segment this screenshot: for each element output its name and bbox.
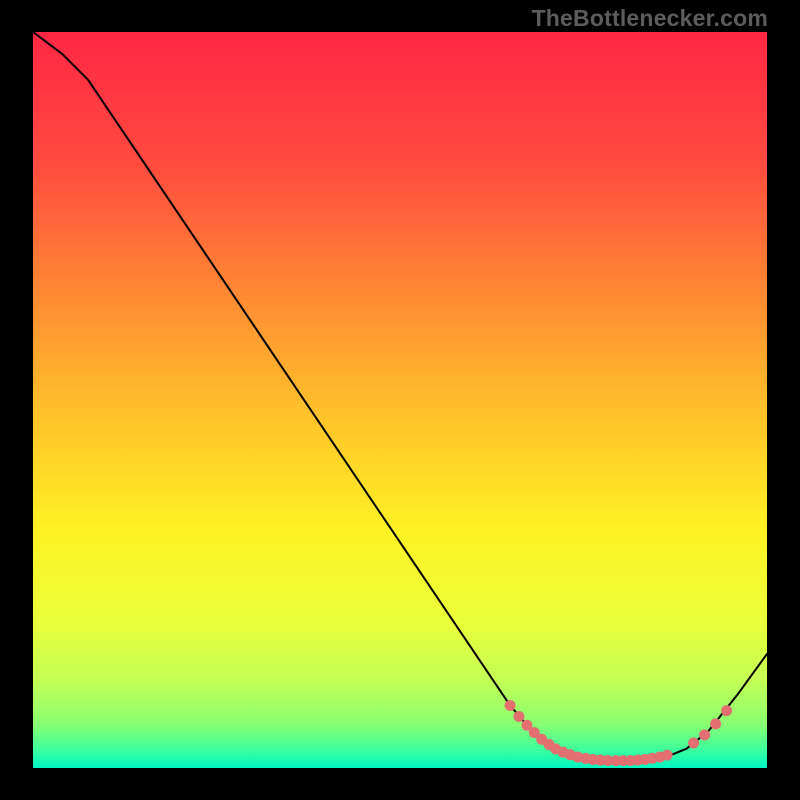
- marker-dot: [722, 706, 732, 716]
- curve-path: [33, 32, 767, 761]
- marker-dot: [700, 730, 710, 740]
- marker-dot: [505, 700, 515, 710]
- plot-area: [33, 32, 767, 768]
- marker-dot: [711, 719, 721, 729]
- marker-dot: [662, 750, 672, 760]
- marker-dot: [689, 738, 699, 748]
- chart-stage: TheBottlenecker.com: [0, 0, 800, 800]
- watermark-text: TheBottlenecker.com: [532, 5, 768, 32]
- plot-svg: [33, 32, 767, 768]
- marker-dot: [514, 711, 524, 721]
